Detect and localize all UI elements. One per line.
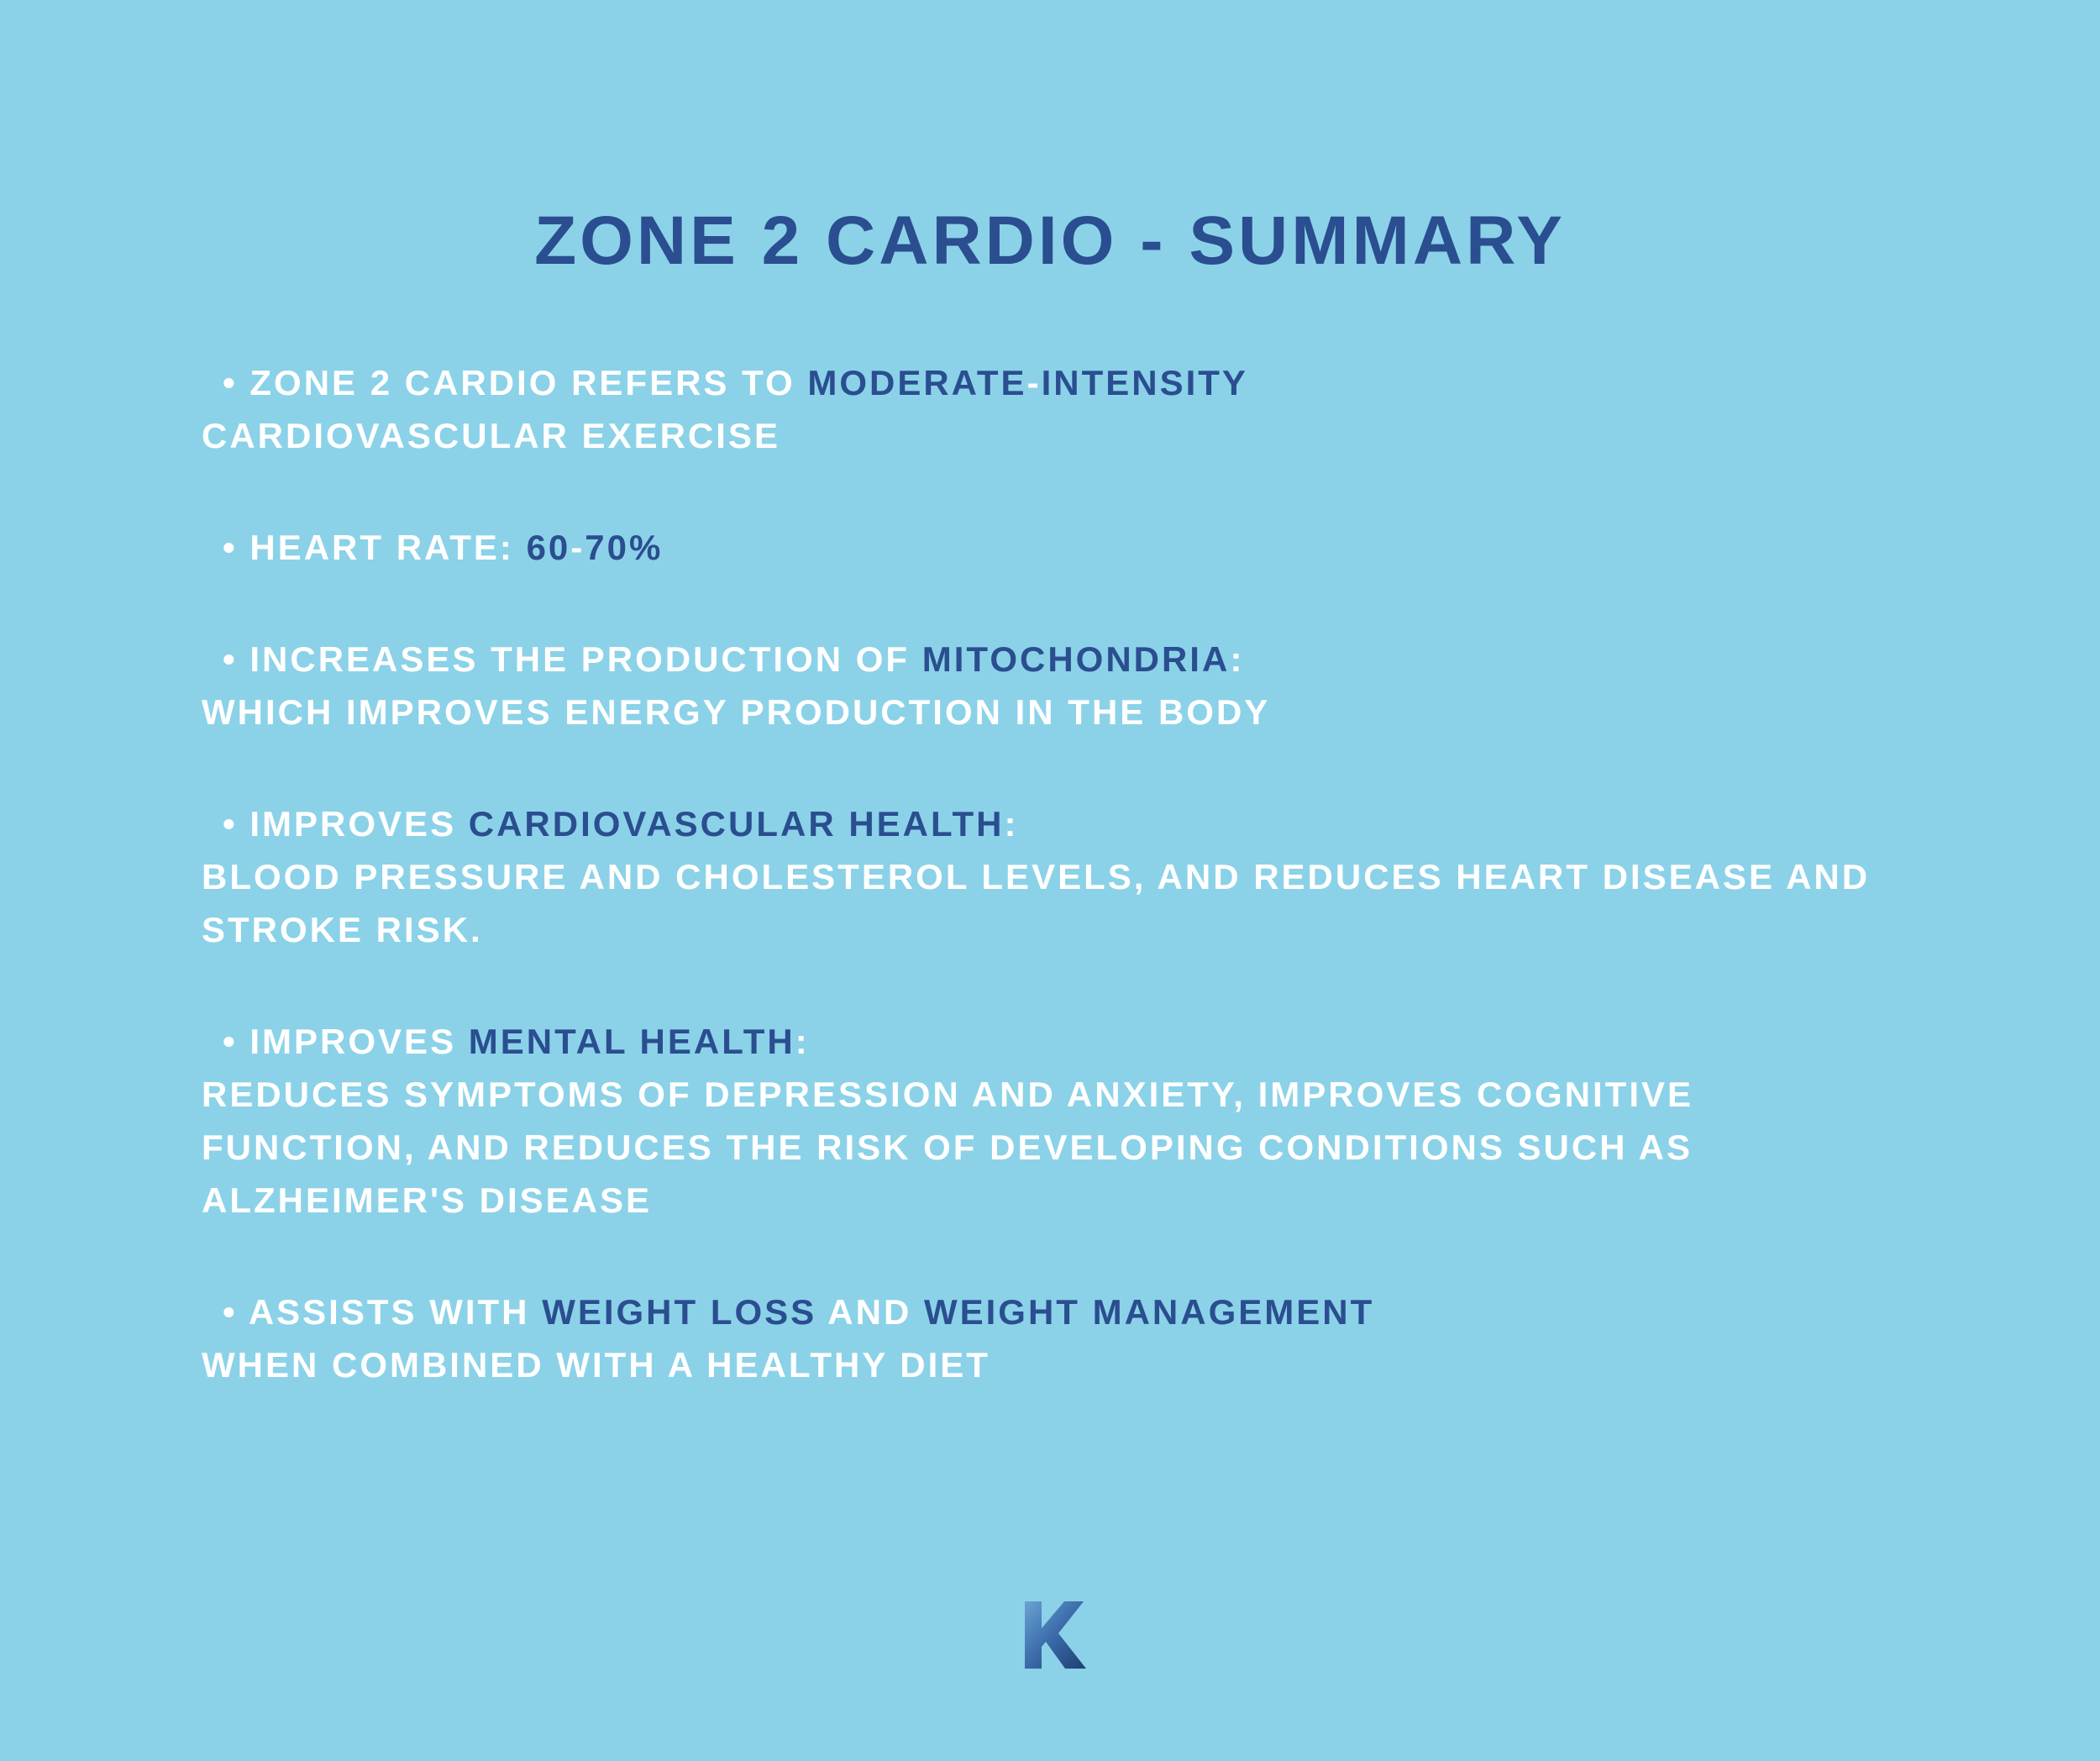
text-segment: - xyxy=(1027,363,1042,402)
text-segment: : xyxy=(795,1022,810,1061)
bullet-item-1: HEART RATE: 60-70% xyxy=(202,521,1915,574)
text-segment: AND xyxy=(816,1292,924,1332)
text-segment: MITOCHONDRIA xyxy=(922,639,1231,679)
bullet-first-line: INCREASES THE PRODUCTION OF MITOCHONDRIA… xyxy=(249,639,1244,679)
text-segment: MODERATE xyxy=(807,363,1026,402)
text-segment: WHEN COMBINED WITH A HEALTHY DIET xyxy=(202,1345,990,1385)
text-segment: WEIGHT LOSS xyxy=(542,1292,816,1332)
text-segment: IMPROVES xyxy=(249,1022,468,1061)
text-segment: BLOOD PRESSURE AND CHOLESTEROL LEVELS, A… xyxy=(202,857,1870,949)
text-segment: MENTAL HEALTH xyxy=(469,1022,795,1061)
bullet-first-line: IMPROVES MENTAL HEALTH: xyxy=(249,1022,809,1061)
bullet-first-line: HEART RATE: 60-70% xyxy=(249,528,663,567)
text-segment: INCREASES THE PRODUCTION OF xyxy=(249,639,921,679)
bullet-item-0: ZONE 2 CARDIO REFERS TO MODERATE-INTENSI… xyxy=(202,356,1915,462)
bullet-first-line: ASSISTS WITH WEIGHT LOSS AND WEIGHT MANA… xyxy=(249,1292,1374,1332)
text-segment: 70% xyxy=(585,528,663,567)
bullet-item-3: IMPROVES CARDIOVASCULAR HEALTH: BLOOD PRE… xyxy=(202,797,1915,956)
text-segment: INTENSITY xyxy=(1042,363,1248,402)
text-segment: 60 xyxy=(527,528,571,567)
bullet-continuation: WHEN COMBINED WITH A HEALTHY DIET xyxy=(202,1338,1915,1391)
text-segment: WHICH IMPROVES ENERGY PRODUCTION IN THE … xyxy=(202,692,1270,732)
bullet-continuation: BLOOD PRESSURE AND CHOLESTEROL LEVELS, A… xyxy=(202,850,1915,956)
text-segment: CARDIOVASCULAR EXERCISE xyxy=(202,416,780,455)
text-segment: WEIGHT MANAGEMENT xyxy=(924,1292,1374,1332)
bullet-item-5: ASSISTS WITH WEIGHT LOSS AND WEIGHT MANA… xyxy=(202,1285,1915,1391)
bullet-continuation: REDUCES SYMPTOMS OF DEPRESSION AND ANXIE… xyxy=(202,1068,1915,1227)
bullet-continuation: WHICH IMPROVES ENERGY PRODUCTION IN THE … xyxy=(202,686,1915,739)
text-segment: REDUCES SYMPTOMS OF DEPRESSION AND ANXIE… xyxy=(202,1075,1693,1220)
text-segment: : xyxy=(1005,804,1019,844)
text-segment: ASSISTS WITH xyxy=(249,1292,542,1332)
brand-logo xyxy=(1012,1593,1088,1677)
text-segment: HEART RATE: xyxy=(249,528,526,567)
text-segment: : xyxy=(1230,639,1244,679)
bullet-item-4: IMPROVES MENTAL HEALTH: REDUCES SYMPTOMS … xyxy=(202,1015,1915,1227)
summary-list: ZONE 2 CARDIO REFERS TO MODERATE-INTENSI… xyxy=(185,356,1915,1391)
bullet-item-2: INCREASES THE PRODUCTION OF MITOCHONDRIA… xyxy=(202,633,1915,739)
bullet-continuation: CARDIOVASCULAR EXERCISE xyxy=(202,409,1915,462)
bullet-first-line: ZONE 2 CARDIO REFERS TO MODERATE-INTENSI… xyxy=(249,363,1248,402)
text-segment: IMPROVES xyxy=(249,804,468,844)
infographic-container: ZONE 2 CARDIO - SUMMARY ZONE 2 CARDIO RE… xyxy=(0,0,2100,1391)
bullet-first-line: IMPROVES CARDIOVASCULAR HEALTH: xyxy=(249,804,1018,844)
text-segment: - xyxy=(570,528,585,567)
page-title: ZONE 2 CARDIO - SUMMARY xyxy=(185,202,1915,281)
text-segment: CARDIOVASCULAR HEALTH xyxy=(469,804,1005,844)
text-segment: ZONE 2 CARDIO REFERS TO xyxy=(249,363,807,402)
